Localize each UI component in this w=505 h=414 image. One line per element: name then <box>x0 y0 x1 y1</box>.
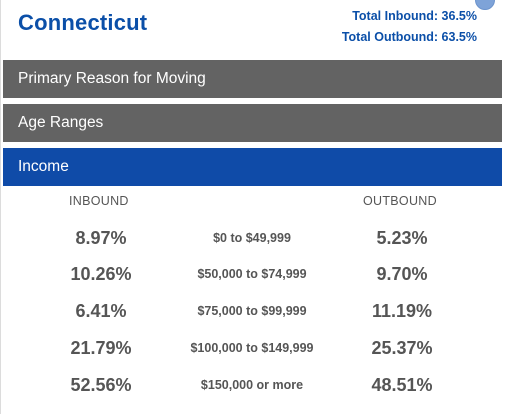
income-range: $100,000 to $149,999 <box>190 341 314 355</box>
income-row: 8.97% $0 to $49,999 5.23% <box>1 223 505 253</box>
income-row: 6.41% $75,000 to $99,999 11.19% <box>1 296 505 326</box>
total-inbound: Total Inbound: 36.5% <box>352 9 477 23</box>
income-range: $150,000 or more <box>200 378 304 392</box>
inbound-percent: 21.79% <box>70 338 132 358</box>
section-income[interactable]: Income <box>3 148 502 186</box>
inbound-percent: 52.56% <box>70 375 132 395</box>
outbound-percent: 25.37% <box>371 338 433 358</box>
section-primary-reason[interactable]: Primary Reason for Moving <box>3 60 502 98</box>
income-row: 52.56% $150,000 or more 48.51% <box>1 370 505 400</box>
outbound-percent: 11.19% <box>371 301 433 321</box>
income-range: $0 to $49,999 <box>213 231 291 245</box>
income-row: 21.79% $100,000 to $149,999 25.37% <box>1 333 505 363</box>
outbound-column-header: OUTBOUND <box>363 194 437 208</box>
inbound-percent: 10.26% <box>70 264 132 284</box>
outbound-percent: 5.23% <box>376 228 428 248</box>
totals-summary: Total Inbound: 36.5% Total Outbound: 63.… <box>342 6 477 48</box>
inbound-column-header: INBOUND <box>69 194 129 208</box>
close-icon[interactable] <box>475 0 495 10</box>
inbound-percent: 6.41% <box>75 301 127 321</box>
section-age-ranges[interactable]: Age Ranges <box>3 104 502 142</box>
outbound-percent: 48.51% <box>371 375 433 395</box>
inbound-percent: 8.97% <box>75 228 127 248</box>
income-range: $50,000 to $74,999 <box>197 267 307 281</box>
total-outbound: Total Outbound: 63.5% <box>341 30 477 44</box>
income-row: 10.26% $50,000 to $74,999 9.70% <box>1 259 505 289</box>
outbound-percent: 9.70% <box>376 264 428 284</box>
state-title: Connecticut <box>18 10 148 35</box>
income-range: $75,000 to $99,999 <box>197 304 307 318</box>
